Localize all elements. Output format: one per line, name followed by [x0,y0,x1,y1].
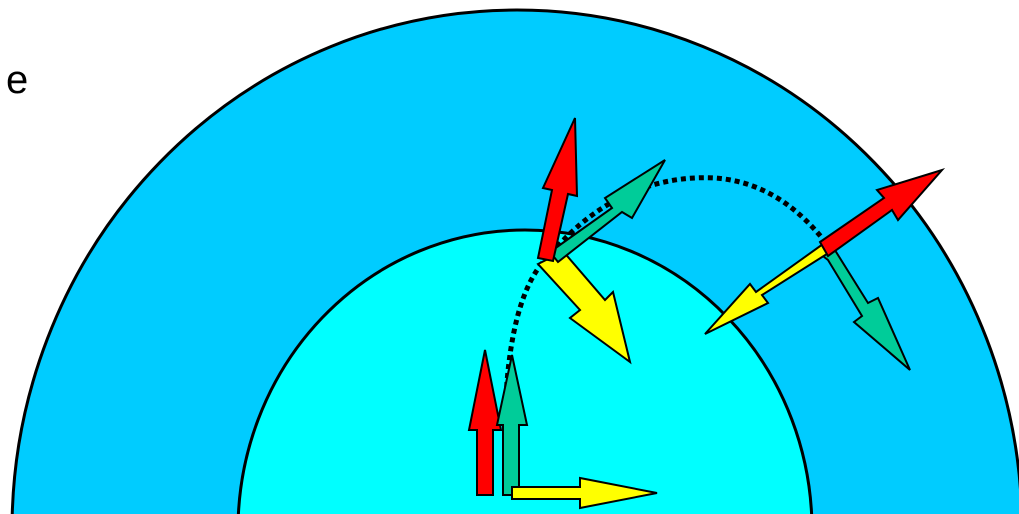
top-yellow-down-right-arrow [536,248,632,365]
left-edge-text: e [6,58,29,102]
inner-region [236,228,814,514]
top-green-up-right-arrow [548,159,666,264]
top-red-up-arrow [536,117,579,263]
bottom-green-up-arrow [495,354,529,496]
right-yellow-down-left-arrow [704,242,832,335]
right-green-down-right-arrow [817,245,911,371]
bottom-red-up-arrow [467,349,503,496]
bottom-yellow-right-arrow [511,476,658,510]
right-red-up-right-arrow [818,168,946,258]
